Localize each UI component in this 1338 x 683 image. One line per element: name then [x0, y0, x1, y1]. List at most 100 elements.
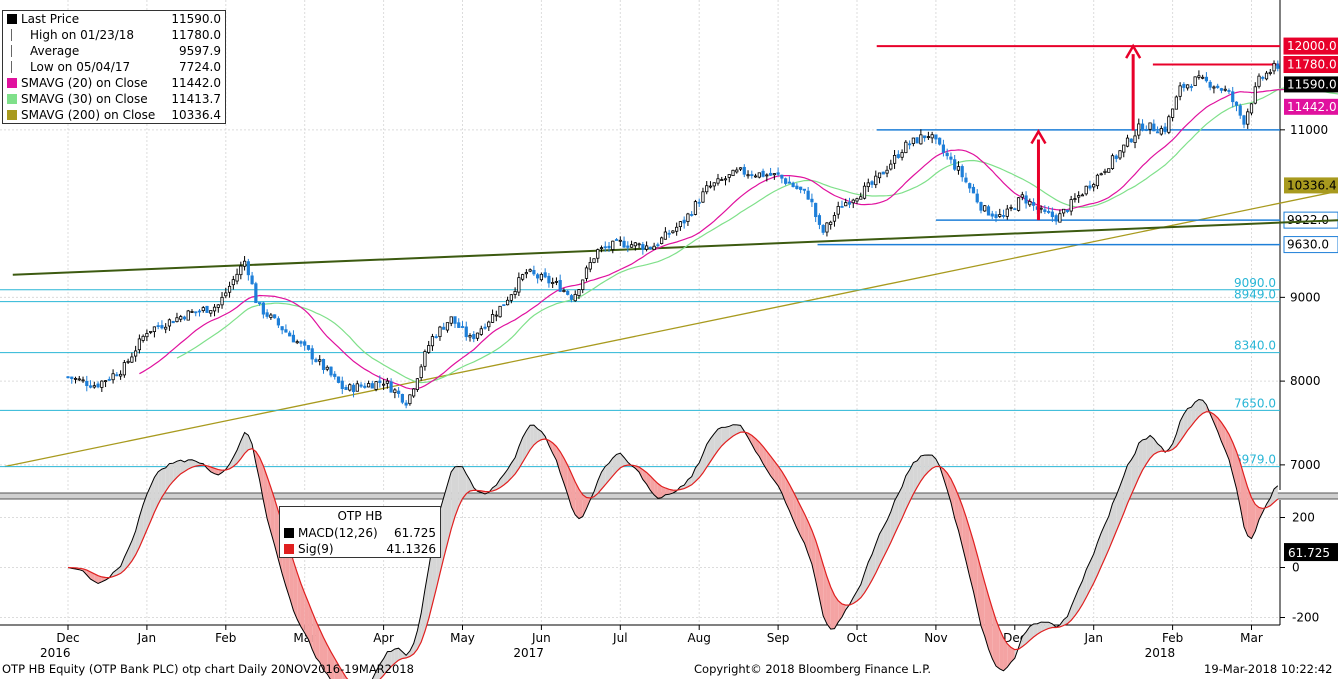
candle-body — [1193, 76, 1197, 87]
level-tag-label: 9630.0 — [1287, 238, 1329, 252]
candle-body — [434, 336, 438, 338]
candle — [1208, 80, 1212, 91]
candle — [1219, 87, 1224, 94]
macd-legend[interactable]: OTP HB MACD(12,26) 61.725 Sig(9) 41.1326 — [279, 506, 441, 558]
level-tag — [1283, 55, 1338, 73]
candle — [1028, 198, 1032, 207]
price-legend[interactable]: Last Price 11590.0 High on 01/23/18 11780.0… — [2, 10, 226, 124]
color-swatch-icon — [7, 94, 17, 104]
legend-item[interactable]: Average 9597.9 — [3, 43, 225, 59]
macd-histogram-fill — [868, 554, 873, 587]
candle — [712, 182, 716, 191]
candle-body — [487, 321, 491, 328]
candle-body — [310, 348, 314, 360]
macd-histogram-fill — [556, 446, 561, 473]
macd-histogram-fill — [1180, 414, 1184, 442]
candle-body — [472, 334, 476, 340]
candle-body — [513, 291, 517, 295]
footer-copyright: Copyright© 2018 Bloomberg Finance L.P. — [694, 662, 931, 676]
candle-body — [1234, 101, 1239, 106]
candle — [603, 241, 607, 252]
candle-body — [772, 173, 776, 176]
macd-legend-item[interactable]: MACD(12,26) 61.725 — [280, 525, 440, 541]
candle — [915, 137, 919, 144]
candle — [874, 170, 878, 189]
candle-body — [690, 214, 694, 216]
candle-body — [1016, 197, 1021, 211]
macd-histogram-fill — [1228, 434, 1233, 475]
macd-histogram-fill — [733, 424, 737, 437]
candle — [209, 310, 213, 317]
macd-histogram-fill — [1176, 421, 1181, 447]
candle — [400, 393, 404, 405]
candle — [303, 339, 307, 351]
candle-body — [1231, 91, 1235, 103]
candle-body — [122, 362, 126, 376]
candle-body — [968, 183, 972, 189]
candle — [280, 326, 284, 335]
candle-body — [983, 205, 987, 212]
sma-200-line — [4, 190, 1338, 468]
candle-body — [1171, 108, 1175, 118]
legend-item[interactable]: SMAVG (200) on Close 10336.4 — [3, 107, 225, 123]
candle-body — [573, 294, 577, 302]
candle-body — [877, 172, 882, 179]
legend-item[interactable]: Last Price 11590.0 — [3, 11, 225, 27]
candle-body — [164, 326, 168, 330]
macd-histogram-fill — [113, 569, 117, 577]
candle — [231, 275, 235, 290]
candle — [1065, 209, 1069, 214]
macd-histogram-fill — [853, 591, 857, 604]
candle — [592, 258, 596, 264]
candle — [1257, 73, 1261, 89]
candle-body — [645, 245, 649, 250]
legend-item[interactable]: SMAVG (30) on Close 11413.7 — [3, 91, 225, 107]
candle — [408, 394, 412, 406]
macd-histogram-fill — [1078, 580, 1083, 611]
candle — [851, 198, 855, 209]
macd-histogram-fill — [834, 595, 839, 629]
macd-histogram-fill — [1138, 439, 1143, 478]
candle — [1261, 75, 1265, 81]
candle-body — [306, 345, 311, 350]
candle — [667, 229, 671, 238]
candle-body — [1261, 77, 1265, 79]
candle — [877, 172, 882, 184]
macd-legend-item[interactable]: Sig(9) 41.1326 — [280, 541, 440, 557]
candle — [705, 181, 709, 195]
candle — [175, 312, 179, 323]
candle-body — [1125, 137, 1130, 147]
candle-body — [269, 314, 273, 318]
target-arrow-head — [1030, 129, 1047, 145]
macd-histogram-fill — [86, 570, 91, 580]
candle — [652, 242, 656, 250]
candle-body — [464, 326, 468, 338]
candle-body — [1201, 76, 1205, 79]
candle-body — [1118, 150, 1122, 159]
candle-body — [934, 134, 938, 140]
candle — [235, 268, 239, 285]
candle — [145, 329, 149, 342]
macd-histogram-fill — [1037, 622, 1042, 635]
candle-body — [103, 380, 108, 383]
candle — [686, 212, 690, 226]
candle-body — [351, 384, 356, 393]
candle-body — [1031, 202, 1036, 206]
level-tag-label: 12000.0 — [1287, 39, 1337, 53]
legend-item[interactable]: Low on 05/04/17 7724.0 — [3, 59, 225, 75]
legend-item[interactable]: SMAVG (20) on Close 11442.0 — [3, 75, 225, 91]
macd-histogram-fill — [308, 602, 313, 650]
macd-histogram-fill — [665, 488, 670, 495]
candle — [190, 309, 194, 313]
candle-body — [92, 385, 96, 388]
year-label: 2017 — [513, 646, 544, 660]
candle — [727, 174, 731, 183]
candle — [483, 323, 487, 330]
price-tick-label: 7000 — [1290, 458, 1321, 472]
macd-histogram-fill — [421, 589, 425, 642]
candle-body — [276, 318, 281, 326]
legend-item[interactable]: High on 01/23/18 11780.0 — [3, 27, 225, 43]
candle-body — [502, 304, 506, 307]
macd-legend-label: Sig(9) — [298, 542, 334, 556]
macd-histogram-fill — [300, 583, 305, 633]
